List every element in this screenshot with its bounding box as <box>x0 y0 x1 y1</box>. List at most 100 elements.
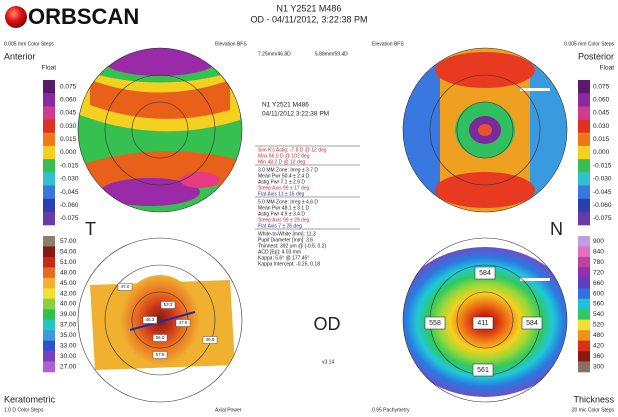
scale-swatch <box>578 80 590 94</box>
map-rings <box>77 47 568 403</box>
scale-swatch <box>43 256 55 268</box>
index-line: Max 56.0 D @ 102 deg <box>258 153 310 159</box>
scale-label: -0.015 <box>60 162 79 169</box>
scale-swatch <box>578 246 590 258</box>
index-line: Kappa Intercept: -0.25, 0.18 <box>258 261 320 267</box>
logo-mark <box>5 6 27 28</box>
scale-label: 600 <box>593 290 604 297</box>
value-label: 47.0 <box>121 284 130 289</box>
value-box <box>472 316 494 330</box>
eye-label: OD <box>314 314 341 334</box>
index-line: Steep Axis 99 ± 17 deg <box>258 185 310 191</box>
index-line: Mean Pwr 48.1 ± 3.1 D <box>258 205 309 211</box>
scale-label: -0.030 <box>593 176 612 183</box>
scale-swatch <box>43 340 55 352</box>
value-label: 584 <box>526 320 538 327</box>
scale-label: 0.015 <box>593 136 610 143</box>
index-line: Mean Pwr 50.4 ± 2.4 D <box>258 173 309 179</box>
value-box <box>202 336 218 344</box>
map-title: Posterior <box>578 51 614 61</box>
color-steps: 0.005 mm Color Steps <box>564 41 614 47</box>
map-subtitle: Float <box>600 65 615 72</box>
scale-swatch <box>578 288 590 300</box>
scale-swatch <box>43 298 55 310</box>
version: v3.14 <box>322 359 334 365</box>
map-type: 0.95 Pachymetry <box>372 407 410 413</box>
scale-swatch <box>578 267 590 279</box>
scale-label: 0.015 <box>60 136 77 143</box>
value-label: 561 <box>477 367 489 374</box>
scale-label: -0.060 <box>593 202 612 209</box>
scale-swatch <box>43 267 55 279</box>
anterior-map <box>78 48 242 212</box>
map-type: Elevation BFS <box>372 41 404 47</box>
value-label: 46.3 <box>146 317 155 322</box>
bfs: 7.25mm/46.8D <box>258 51 291 57</box>
scale-label: 45.00 <box>60 280 77 287</box>
scale-swatch <box>43 159 55 173</box>
scale-label: -0.015 <box>593 162 612 169</box>
scale-label: 520 <box>593 322 604 329</box>
scale-swatch <box>43 277 55 289</box>
index-line: White-to-White [mm]: 11.3 <box>258 231 316 237</box>
scale-swatch <box>578 319 590 331</box>
scale-swatch <box>43 330 55 341</box>
scale-label: 0.030 <box>593 123 610 130</box>
index-line: Astig Pwr 7.1 ± 2.9 D <box>258 179 305 185</box>
color-steps: 20 mic Color Steps <box>572 407 615 413</box>
scale-label: 780 <box>593 259 604 266</box>
scale-swatch <box>43 93 55 107</box>
scale-swatch <box>43 80 55 94</box>
scale-label: 480 <box>593 332 604 339</box>
index-line: Flat Axis 7 ± 26 deg <box>258 223 302 229</box>
scale-swatch <box>578 309 590 320</box>
scale-label: -0.045 <box>593 189 612 196</box>
scale-label: 720 <box>593 269 604 276</box>
value-box <box>175 319 191 327</box>
value-box <box>152 351 168 359</box>
index-line: ACD [Ep]: 4.03 mm <box>258 249 301 255</box>
scale-swatch <box>578 159 590 173</box>
keratometric-map <box>90 275 235 370</box>
scale-swatch <box>578 185 590 199</box>
scale-label: -0.030 <box>60 176 79 183</box>
scale-label: 0.060 <box>60 96 77 103</box>
map-type: Axial Power <box>215 407 242 413</box>
scale-swatch <box>43 185 55 199</box>
temporal-label: T <box>85 219 96 239</box>
scale-label: 900 <box>593 238 604 245</box>
scale-swatch <box>43 145 55 160</box>
scale-label: 0.075 <box>60 83 77 90</box>
value-label: 47.9 <box>179 320 188 325</box>
patient-id: N1 Y2521 M486 <box>277 3 342 13</box>
scale-swatch <box>43 319 55 331</box>
scale-swatch <box>578 256 590 268</box>
value-box <box>152 334 168 342</box>
scale-swatch <box>43 288 55 300</box>
index-line: Flat Axis 11 ± 16 deg <box>258 191 305 197</box>
value-label: 558 <box>429 320 441 327</box>
scale-swatch <box>578 340 590 352</box>
index-line: 5.0 MM Zone: Irreg ± 4.6 D <box>258 199 318 205</box>
scale-swatch <box>578 119 590 134</box>
scale-swatch <box>578 198 590 213</box>
bfs: 5.88mm/59.4D <box>315 51 348 57</box>
map-title: Keratometric <box>4 394 56 404</box>
scale-label: 0.060 <box>593 96 610 103</box>
index-line: Astig Pwr 4.9 ± 3.4 D <box>258 211 305 217</box>
color-steps: 0.005 mm Color Steps <box>4 41 54 47</box>
scale-swatch <box>578 361 590 373</box>
scale-label: 420 <box>593 343 604 350</box>
index-line: Pupil Diameter [mm]: 3.6 <box>258 237 313 243</box>
scale-swatch <box>43 361 55 373</box>
scale-label: 37.00 <box>60 322 77 329</box>
scale-swatch <box>578 132 590 147</box>
scale-swatch <box>43 351 55 362</box>
scale-swatch <box>43 246 55 258</box>
scale-swatch <box>578 106 590 120</box>
scale-label: 40.00 <box>60 301 77 308</box>
scale-swatch <box>43 172 55 186</box>
index-line: Sim K's Astig: -7.8 D @ 12 deg <box>258 147 327 153</box>
